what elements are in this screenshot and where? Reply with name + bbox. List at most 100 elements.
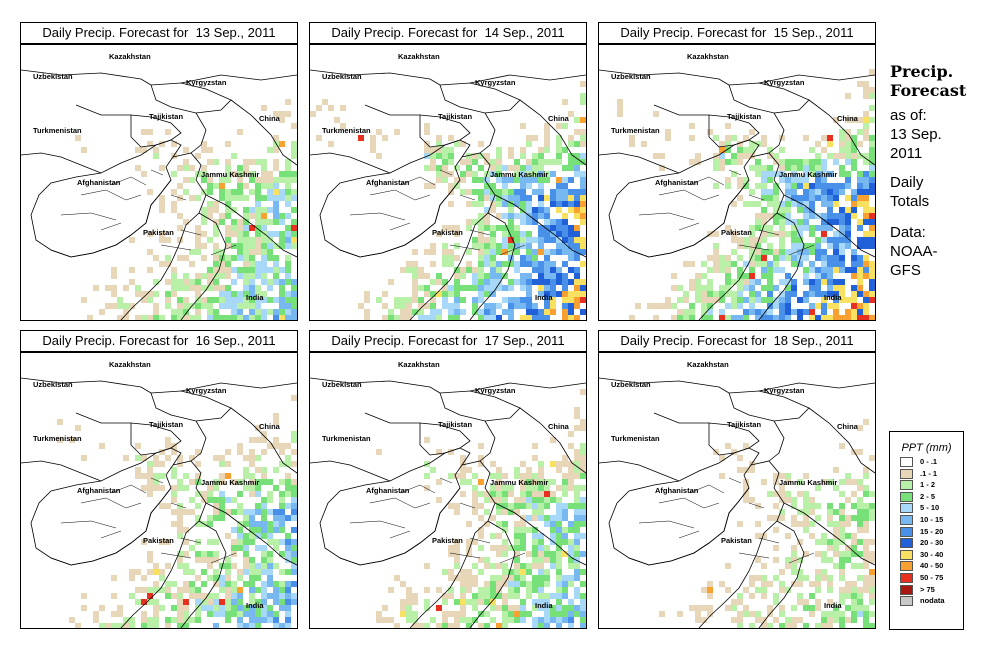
precip-cell: [538, 563, 544, 569]
precip-cell: [171, 279, 177, 285]
precip-cell: [267, 297, 273, 303]
precip-cell: [785, 617, 791, 623]
precip-cell: [761, 195, 767, 201]
precip-cell: [249, 509, 255, 515]
precip-cell: [665, 297, 671, 303]
precip-cell: [671, 273, 677, 279]
precip-cell: [153, 569, 159, 575]
precip-cell: [833, 261, 839, 267]
precip-cell: [478, 443, 484, 449]
precip-cell: [767, 201, 773, 207]
precip-cell: [243, 509, 249, 515]
precip-cell: [207, 237, 213, 243]
precip-cell: [508, 279, 514, 285]
precip-cell: [845, 533, 851, 539]
precip-cell: [755, 213, 761, 219]
precip-cell: [454, 255, 460, 261]
precip-cell: [568, 617, 574, 623]
precip-cell: [737, 599, 743, 605]
precip-cell: [845, 515, 851, 521]
precip-cell: [574, 521, 580, 527]
precip-cell: [207, 521, 213, 527]
precip-cell: [412, 261, 418, 267]
precip-cell: [743, 491, 749, 497]
precip-cell: [454, 575, 460, 581]
precip-cell: [340, 105, 346, 111]
precip-cell: [845, 153, 851, 159]
precip-cell: [484, 521, 490, 527]
precip-cell: [803, 527, 809, 533]
precip-cell: [743, 135, 749, 141]
precip-cell: [731, 231, 737, 237]
precip-cell: [707, 581, 713, 587]
precip-cell: [749, 189, 755, 195]
precip-cell: [538, 249, 544, 255]
precip-cell: [267, 605, 273, 611]
precip-cell: [261, 219, 267, 225]
precip-cell: [821, 279, 827, 285]
precip-cell: [189, 587, 195, 593]
precip-cell: [568, 599, 574, 605]
precip-cell: [580, 195, 586, 201]
precip-cell: [821, 273, 827, 279]
precip-cell: [556, 617, 562, 623]
precip-cell: [448, 315, 454, 320]
precip-cell: [165, 623, 171, 628]
precip-cell: [508, 315, 514, 320]
precip-cell: [484, 279, 490, 285]
precip-cell: [261, 431, 267, 437]
precip-cell: [833, 213, 839, 219]
precip-cell: [839, 491, 845, 497]
precip-cell: [201, 255, 207, 261]
precip-cell: [779, 491, 785, 497]
precip-cell: [821, 135, 827, 141]
precip-cell: [749, 147, 755, 153]
kazakhstan-border: [599, 69, 875, 86]
precip-cell: [869, 153, 875, 159]
precip-cell: [316, 105, 322, 111]
precip-cell: [135, 587, 141, 593]
precip-cell: [454, 557, 460, 563]
precip-cell: [821, 231, 827, 237]
precip-cell: [869, 231, 875, 237]
precip-cell: [141, 171, 147, 177]
label-afghanistan: Afghanistan: [366, 486, 410, 495]
precip-cell: [261, 563, 267, 569]
precip-cell: [833, 249, 839, 255]
precip-cell: [869, 273, 875, 279]
precip-cell: [273, 521, 279, 527]
precip-cell: [520, 461, 526, 467]
precip-cell: [201, 171, 207, 177]
precip-cell: [243, 473, 249, 479]
precip-cell: [827, 195, 833, 201]
precip-cell: [791, 309, 797, 315]
precip-cell: [237, 129, 243, 135]
precip-cell: [430, 243, 436, 249]
precip-cell: [743, 611, 749, 617]
precip-cell: [442, 303, 448, 309]
precip-cell: [725, 177, 731, 183]
precip-cell: [189, 195, 195, 201]
precip-cell: [165, 303, 171, 309]
precip-cell: [869, 491, 875, 497]
precip-cell: [502, 503, 508, 509]
precip-cell: [412, 285, 418, 291]
precip-cell: [159, 485, 165, 491]
precip-cell: [562, 195, 568, 201]
precip-cell: [436, 231, 442, 237]
precip-cell: [761, 249, 767, 255]
precip-cell: [502, 285, 508, 291]
precip-cell: [574, 569, 580, 575]
precip-cell: [532, 515, 538, 521]
precip-cell: [201, 231, 207, 237]
precip-cell: [231, 587, 237, 593]
precip-cell: [243, 285, 249, 291]
precip-cell: [568, 165, 574, 171]
precip-cell: [767, 177, 773, 183]
precip-cell: [394, 303, 400, 309]
precip-cell: [574, 255, 580, 261]
precip-cell: [538, 467, 544, 473]
precip-cell: [617, 99, 623, 105]
precip-cell: [279, 237, 285, 243]
precip-cell: [472, 177, 478, 183]
